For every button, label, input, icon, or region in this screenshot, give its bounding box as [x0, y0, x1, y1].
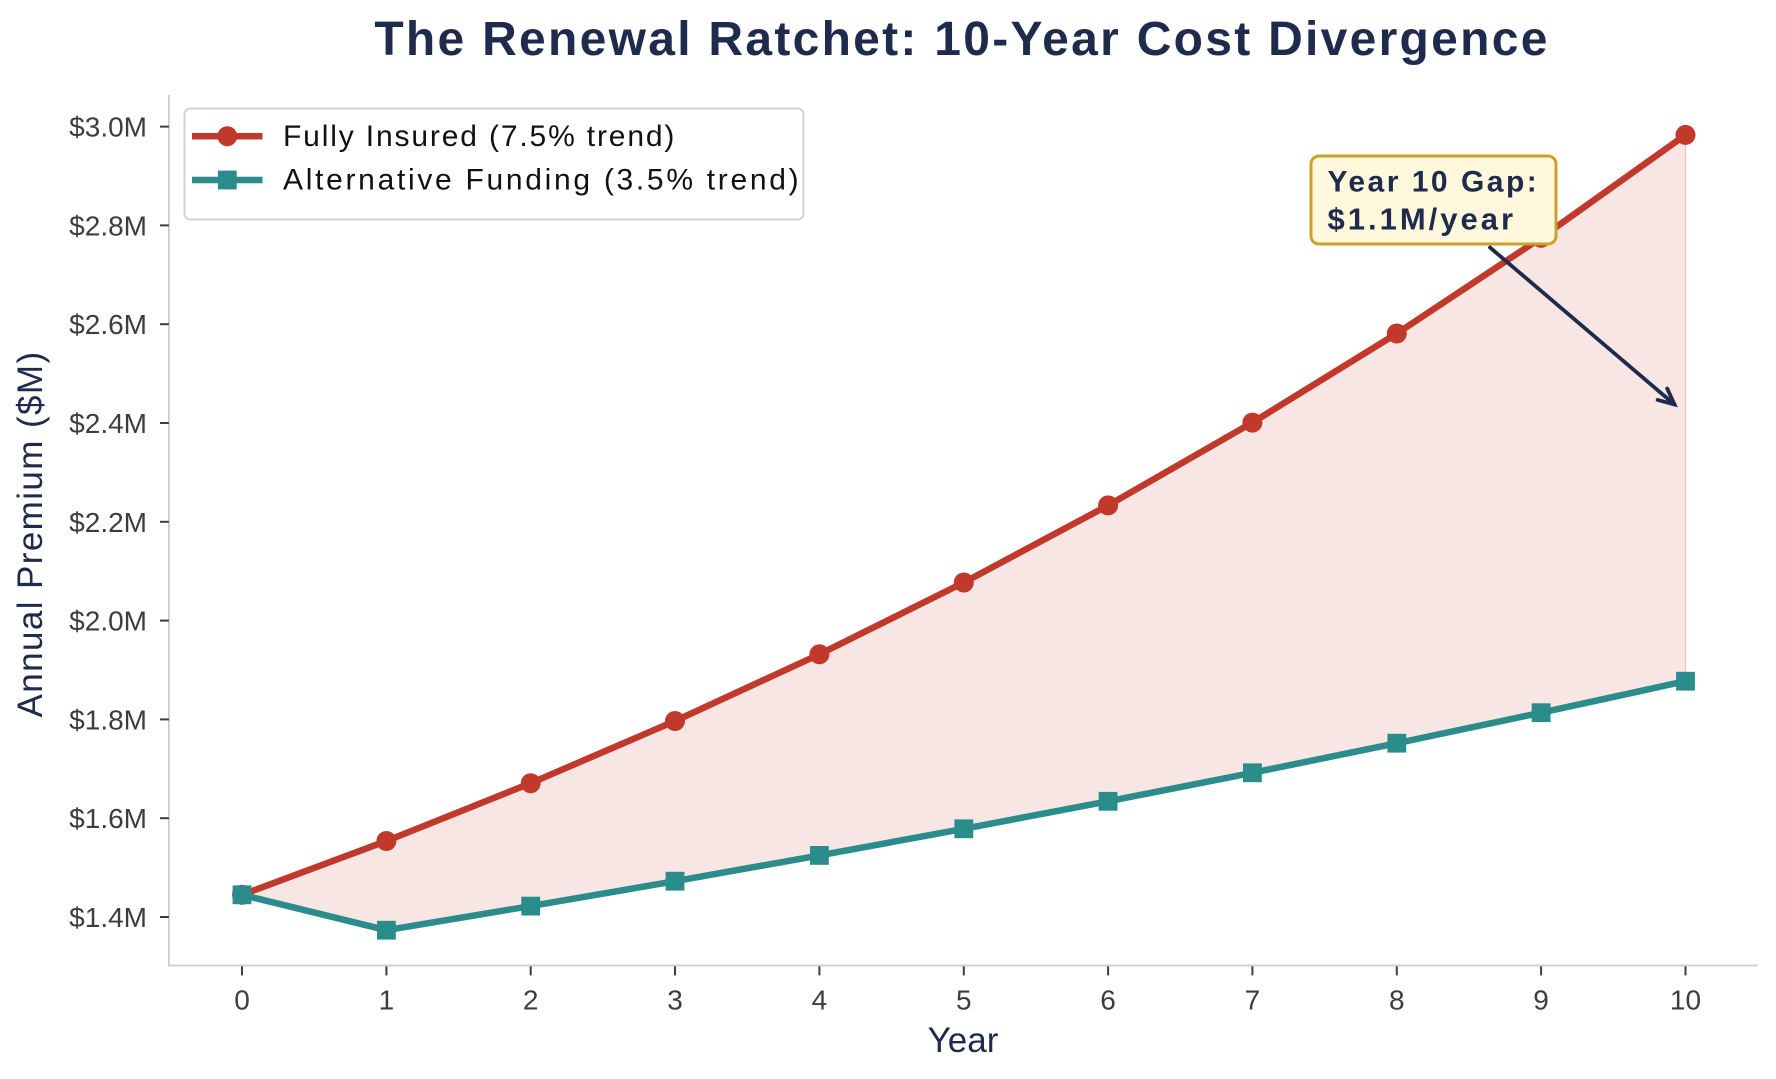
svg-text:Annual Premium ($M): Annual Premium ($M) [11, 351, 50, 718]
svg-text:3: 3 [667, 985, 683, 1016]
svg-text:1: 1 [379, 985, 395, 1016]
svg-text:2: 2 [523, 985, 539, 1016]
svg-text:Alternative Funding (3.5% tren: Alternative Funding (3.5% trend) [283, 164, 801, 197]
svg-text:$2.4M: $2.4M [69, 408, 147, 439]
svg-text:9: 9 [1533, 985, 1549, 1016]
svg-text:$2.2M: $2.2M [69, 507, 147, 538]
svg-text:5: 5 [956, 985, 972, 1016]
svg-text:10: 10 [1670, 985, 1701, 1016]
svg-text:7: 7 [1245, 985, 1261, 1016]
svg-text:$2.8M: $2.8M [69, 210, 147, 241]
svg-text:0: 0 [234, 985, 250, 1016]
svg-text:$1.4M: $1.4M [69, 902, 147, 933]
svg-text:$3.0M: $3.0M [69, 112, 147, 143]
svg-text:8: 8 [1389, 985, 1405, 1016]
svg-text:Year 10 Gap:: Year 10 Gap: [1328, 166, 1540, 199]
svg-text:Fully Insured (7.5% trend): Fully Insured (7.5% trend) [283, 120, 676, 153]
svg-text:$1.1M/year: $1.1M/year [1328, 201, 1517, 236]
svg-text:Year: Year [928, 1021, 999, 1060]
svg-text:6: 6 [1100, 985, 1116, 1016]
svg-text:$2.0M: $2.0M [69, 606, 147, 637]
svg-text:$1.6M: $1.6M [69, 803, 147, 834]
svg-text:$1.8M: $1.8M [69, 704, 147, 735]
svg-text:4: 4 [812, 985, 828, 1016]
svg-text:$2.6M: $2.6M [69, 309, 147, 340]
svg-text:The Renewal Ratchet: 10-Year C: The Renewal Ratchet: 10-Year Cost Diverg… [374, 13, 1549, 66]
